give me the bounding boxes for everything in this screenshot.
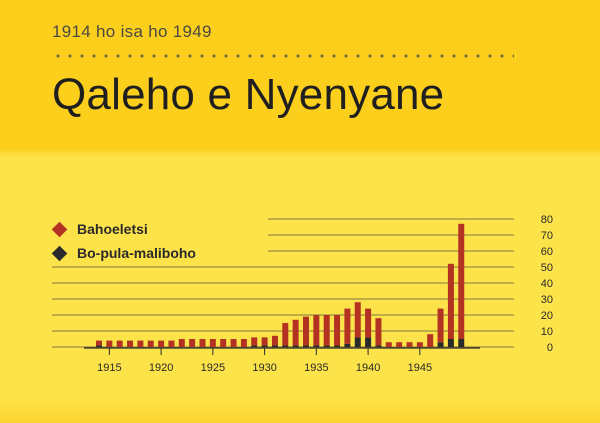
bar-bahoeletsi-1917 [127, 340, 134, 347]
bar-bahoeletsi-1915 [106, 340, 113, 347]
legend-item-bahoeletsi: Bahoeletsi [51, 218, 196, 240]
bar-bahoeletsi-1941 [375, 318, 382, 346]
chart-title: Qaleho e Nyenyane [52, 70, 445, 119]
x-tick-label-1920: 1920 [149, 362, 173, 374]
dotted-divider [52, 53, 514, 59]
bar-bahoeletsi-1929 [251, 337, 258, 346]
bar-bo-pula-maliboho-1930 [261, 345, 268, 347]
bar-bahoeletsi-1937 [334, 315, 341, 346]
bar-bo-pula-maliboho-1932 [282, 345, 289, 347]
bar-bahoeletsi-1945 [416, 342, 423, 347]
bar-bahoeletsi-1932 [282, 323, 289, 346]
bar-bahoeletsi-1944 [406, 342, 413, 347]
bar-bahoeletsi-1916 [116, 340, 123, 347]
chart-subtitle: 1914 ho isa ho 1949 [52, 22, 212, 41]
legend-item-bo-pula-maliboho: Bo-pula-maliboho [51, 242, 196, 264]
bar-bahoeletsi-1936 [323, 315, 330, 346]
bar-bahoeletsi-1938 [344, 308, 351, 344]
header-band: 1914 ho isa ho 1949 Qaleho e Nyenyane [0, 0, 600, 152]
bar-bahoeletsi-1949 [458, 223, 465, 339]
y-tick-label-70: 70 [541, 230, 553, 242]
x-tick-label-1935: 1935 [304, 362, 328, 374]
bar-bahoeletsi-1933 [292, 319, 299, 346]
bar-bahoeletsi-1931 [271, 335, 278, 346]
bar-bo-pula-maliboho-1934 [303, 345, 309, 347]
bar-bo-pula-maliboho-1936 [323, 345, 330, 347]
footer-gradient [0, 396, 600, 423]
header-gradient [0, 148, 600, 158]
bar-bahoeletsi-1947 [437, 308, 444, 343]
bar-bahoeletsi-1946 [427, 334, 434, 347]
bar-bo-pula-maliboho-1938 [344, 343, 351, 347]
bar-bahoeletsi-1920 [158, 340, 165, 347]
bar-bahoeletsi-1925 [209, 339, 216, 347]
x-tick-label-1930: 1930 [252, 362, 276, 374]
x-tick-label-1925: 1925 [201, 362, 225, 374]
y-tick-label-20: 20 [541, 310, 553, 322]
bar-bahoeletsi-1918 [137, 340, 144, 347]
bar-bo-pula-maliboho-1935 [313, 345, 320, 347]
legend-label-bo-pula-maliboho: Bo-pula-maliboho [77, 245, 196, 261]
bar-bahoeletsi-1948 [447, 263, 454, 339]
y-tick-label-40: 40 [541, 278, 553, 290]
bar-bahoeletsi-1928 [240, 339, 247, 347]
bar-bo-pula-maliboho-1949 [458, 339, 465, 347]
bar-bo-pula-maliboho-1929 [251, 345, 258, 347]
bar-bahoeletsi-1930 [261, 337, 268, 346]
legend-label-bahoeletsi: Bahoeletsi [77, 221, 148, 237]
x-tick-label-1945: 1945 [408, 362, 432, 374]
y-tick-label-30: 30 [541, 294, 553, 306]
bar-bahoeletsi-1922 [178, 339, 185, 347]
bar-bahoeletsi-1919 [147, 340, 154, 347]
bar-bahoeletsi-1934 [303, 316, 309, 346]
bar-bo-pula-maliboho-1937 [334, 345, 341, 347]
bar-bahoeletsi-1923 [189, 339, 196, 347]
bar-bo-pula-maliboho-1939 [354, 337, 361, 347]
y-tick-label-10: 10 [541, 326, 553, 338]
bar-bahoeletsi-1927 [230, 339, 237, 347]
bar-bahoeletsi-1921 [168, 340, 175, 347]
bar-bahoeletsi-1914 [96, 340, 102, 346]
y-tick-label-60: 60 [541, 246, 553, 258]
bar-bahoeletsi-1926 [220, 339, 227, 347]
bar-bo-pula-maliboho-1940 [365, 337, 372, 347]
bar-bo-pula-maliboho-1941 [375, 345, 382, 347]
x-tick-label-1915: 1915 [97, 362, 121, 374]
bar-bo-pula-maliboho-1914 [96, 345, 102, 347]
bar-bahoeletsi-1940 [365, 308, 372, 338]
legend: Bahoeletsi Bo-pula-maliboho [51, 218, 196, 266]
bar-bo-pula-maliboho-1947 [437, 342, 444, 347]
bar-bahoeletsi-1942 [385, 342, 392, 347]
bar-bo-pula-maliboho-1931 [271, 345, 278, 347]
bar-bahoeletsi-1935 [313, 315, 320, 346]
bar-bo-pula-maliboho-1933 [292, 345, 299, 347]
bar-bahoeletsi-1943 [396, 342, 403, 347]
bar-bahoeletsi-1939 [354, 302, 361, 338]
y-tick-label-50: 50 [541, 262, 553, 274]
bar-bahoeletsi-1924 [199, 339, 206, 347]
x-tick-label-1940: 1940 [356, 362, 380, 374]
bar-bo-pula-maliboho-1948 [447, 339, 454, 347]
y-tick-label-80: 80 [541, 214, 553, 226]
y-tick-label-0: 0 [547, 342, 553, 354]
